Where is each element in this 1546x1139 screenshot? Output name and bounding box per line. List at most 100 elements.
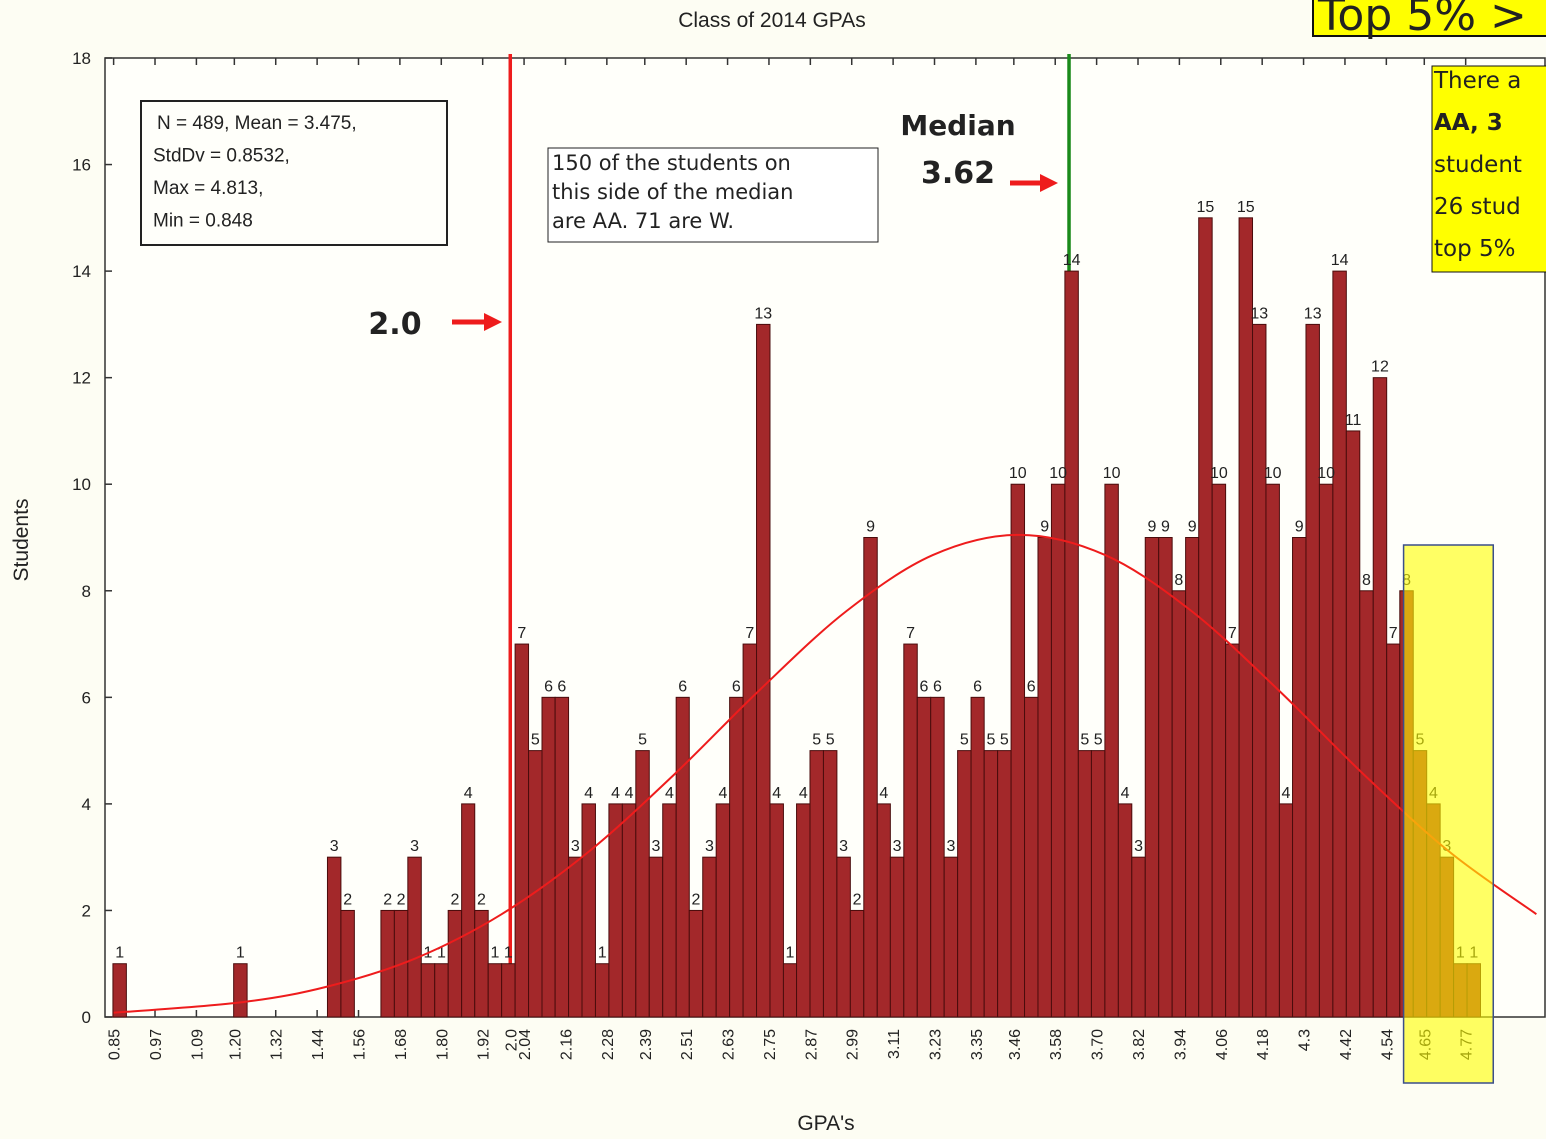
value-label: 4: [665, 785, 674, 802]
value-label: 6: [920, 678, 929, 695]
stats-text: Min = 0.848: [153, 211, 253, 232]
value-label: 7: [906, 625, 915, 642]
bar: [568, 856, 583, 1018]
bar: [461, 803, 476, 1018]
side-note-text: top 5%: [1434, 236, 1516, 262]
bar: [1010, 483, 1026, 1018]
value-label: 1: [504, 945, 513, 962]
x-tick-label: 0.85: [107, 1029, 124, 1060]
bar: [769, 803, 784, 1018]
bar: [514, 643, 530, 1018]
value-label: 6: [557, 678, 566, 695]
chart-title: Class of 2014 GPAs: [678, 9, 866, 32]
x-tick-label: 3.58: [1048, 1029, 1065, 1060]
y-tick-label: 18: [72, 49, 91, 68]
value-label: 3: [705, 838, 714, 855]
value-label: 2: [450, 891, 459, 908]
bar: [1171, 590, 1187, 1018]
bar: [1359, 590, 1374, 1018]
bar: [112, 963, 127, 1018]
value-label: 3: [330, 838, 339, 855]
value-label: 10: [1210, 465, 1228, 482]
value-label: 2: [853, 891, 862, 908]
value-label: 5: [1000, 732, 1009, 749]
x-tick-label: 1.32: [269, 1029, 286, 1060]
bar: [1158, 537, 1173, 1018]
value-label: 4: [718, 785, 727, 802]
bar: [756, 323, 771, 1018]
value-label: 9: [1148, 519, 1157, 536]
median-label: Median: [900, 109, 1015, 142]
value-label: 4: [464, 785, 473, 802]
bar: [420, 963, 436, 1018]
value-label: 14: [1063, 252, 1081, 269]
value-label: 10: [1317, 465, 1335, 482]
bar: [380, 909, 395, 1018]
side-note-text: There a: [1433, 68, 1521, 94]
x-tick-label: 3.46: [1007, 1029, 1024, 1060]
x-tick-label: 0.97: [148, 1029, 165, 1060]
bar: [528, 750, 543, 1018]
bar: [688, 909, 704, 1018]
x-tick-label: 2.0: [503, 1029, 520, 1051]
stats-text: Max = 4.813,: [153, 178, 263, 199]
stats-text: N = 489, Mean = 3.475,: [157, 113, 357, 134]
value-label: 7: [1389, 625, 1398, 642]
value-label: 13: [754, 305, 772, 322]
bar: [1131, 856, 1146, 1018]
value-label: 4: [772, 785, 781, 802]
bar: [1104, 483, 1119, 1018]
bar: [1278, 803, 1294, 1018]
bar: [635, 750, 650, 1018]
value-label: 1: [115, 945, 124, 962]
bar: [501, 963, 516, 1018]
bar: [943, 856, 959, 1018]
x-tick-label: 2.04: [517, 1029, 534, 1060]
bar: [340, 909, 355, 1018]
value-label: 4: [625, 785, 634, 802]
bar: [233, 963, 248, 1018]
x-axis-label: GPA's: [797, 1112, 854, 1135]
value-label: 9: [1161, 519, 1170, 536]
bar: [326, 856, 342, 1018]
y-tick-label: 8: [82, 582, 91, 601]
value-label: 1: [786, 945, 795, 962]
y-tick-label: 6: [82, 688, 91, 707]
bar: [1238, 217, 1254, 1018]
x-tick-label: 1.80: [434, 1029, 451, 1060]
value-label: 9: [866, 519, 875, 536]
x-tick-label: 1.44: [310, 1029, 327, 1060]
highlight-box: [1402, 544, 1495, 1084]
side-note-box: [1431, 65, 1546, 273]
bar: [809, 750, 824, 1018]
value-label: 3: [946, 838, 955, 855]
bar: [1064, 270, 1079, 1018]
y-tick-label: 4: [82, 795, 91, 814]
x-tick-label: 2.51: [679, 1029, 696, 1060]
value-label: 2: [477, 891, 486, 908]
value-label: 9: [1188, 519, 1197, 536]
y-axis-label: Students: [10, 499, 33, 582]
banner-text: Top 5% >: [1317, 0, 1527, 41]
bar: [1024, 696, 1039, 1018]
x-tick-label: 2.99: [845, 1029, 862, 1060]
value-label: 8: [1362, 572, 1371, 589]
bar: [434, 963, 449, 1018]
x-tick-label: 4.18: [1255, 1029, 1272, 1060]
value-label: 3: [571, 838, 580, 855]
value-label: 8: [1174, 572, 1183, 589]
bar: [1386, 643, 1401, 1018]
bar: [930, 696, 945, 1018]
value-label: 10: [1049, 465, 1067, 482]
value-label: 14: [1331, 252, 1349, 269]
bar: [1265, 483, 1280, 1018]
value-label: 2: [692, 891, 701, 908]
bar: [1318, 483, 1334, 1018]
bar: [983, 750, 999, 1018]
x-tick-label: 1.20: [227, 1029, 244, 1060]
value-label: 4: [799, 785, 808, 802]
y-tick-label: 2: [82, 901, 91, 920]
value-label: 6: [732, 678, 741, 695]
value-label: 4: [1282, 785, 1291, 802]
